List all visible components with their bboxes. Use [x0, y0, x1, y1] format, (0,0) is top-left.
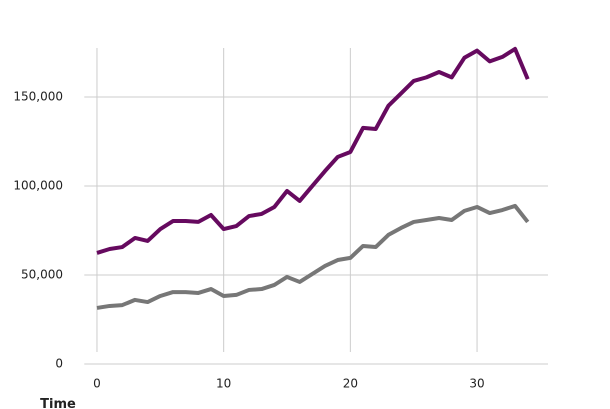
y-tick-label: 0	[55, 357, 63, 371]
x-axis-label: Time	[40, 397, 76, 409]
y-tick-label: 100,000	[13, 178, 63, 192]
data-line	[96, 203, 530, 310]
x-tick-label: 20	[343, 377, 358, 391]
x-tick-label: 0	[93, 377, 101, 391]
y-tick-label: 150,000	[13, 89, 63, 103]
x-tick-label: 30	[469, 377, 484, 391]
y-tick-label: 50,000	[21, 267, 63, 281]
x-tick-label: 10	[216, 377, 231, 391]
data-line	[96, 46, 530, 255]
